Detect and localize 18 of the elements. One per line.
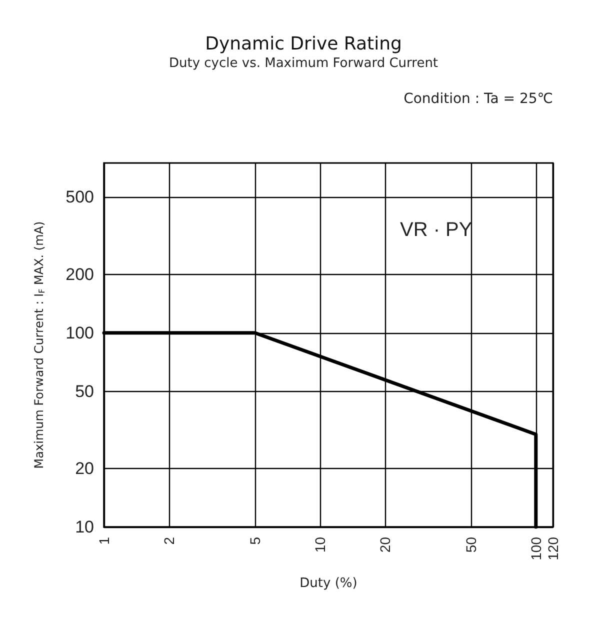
y-tick-label: 100	[66, 323, 94, 342]
chart-subtitle: Duty cycle vs. Maximum Forward Current	[168, 56, 438, 71]
y-tick-label: 500	[66, 188, 94, 207]
y-tick-label: 50	[75, 382, 94, 401]
y-axis-title: Maximum Forward Current : IF MAX. (mA)	[32, 221, 46, 469]
x-tick-label: 50	[462, 536, 479, 553]
x-axis-title: Duty (%)	[300, 576, 358, 591]
x-tick-label: 120	[545, 536, 561, 560]
y-tick-label: 200	[66, 264, 94, 284]
x-tick-label: 2	[161, 536, 178, 545]
x-tick-label: 20	[376, 536, 393, 553]
x-tick-label: 1	[96, 536, 112, 545]
x-tick-label: 5	[246, 536, 263, 545]
x-tick-label: 10	[312, 536, 328, 553]
x-tick-label: 100	[528, 536, 544, 560]
text: Condition : Ta = 25℃	[404, 91, 553, 107]
y-tick-label: 20	[75, 459, 94, 478]
chart-title: Dynamic Drive Rating	[205, 34, 402, 54]
